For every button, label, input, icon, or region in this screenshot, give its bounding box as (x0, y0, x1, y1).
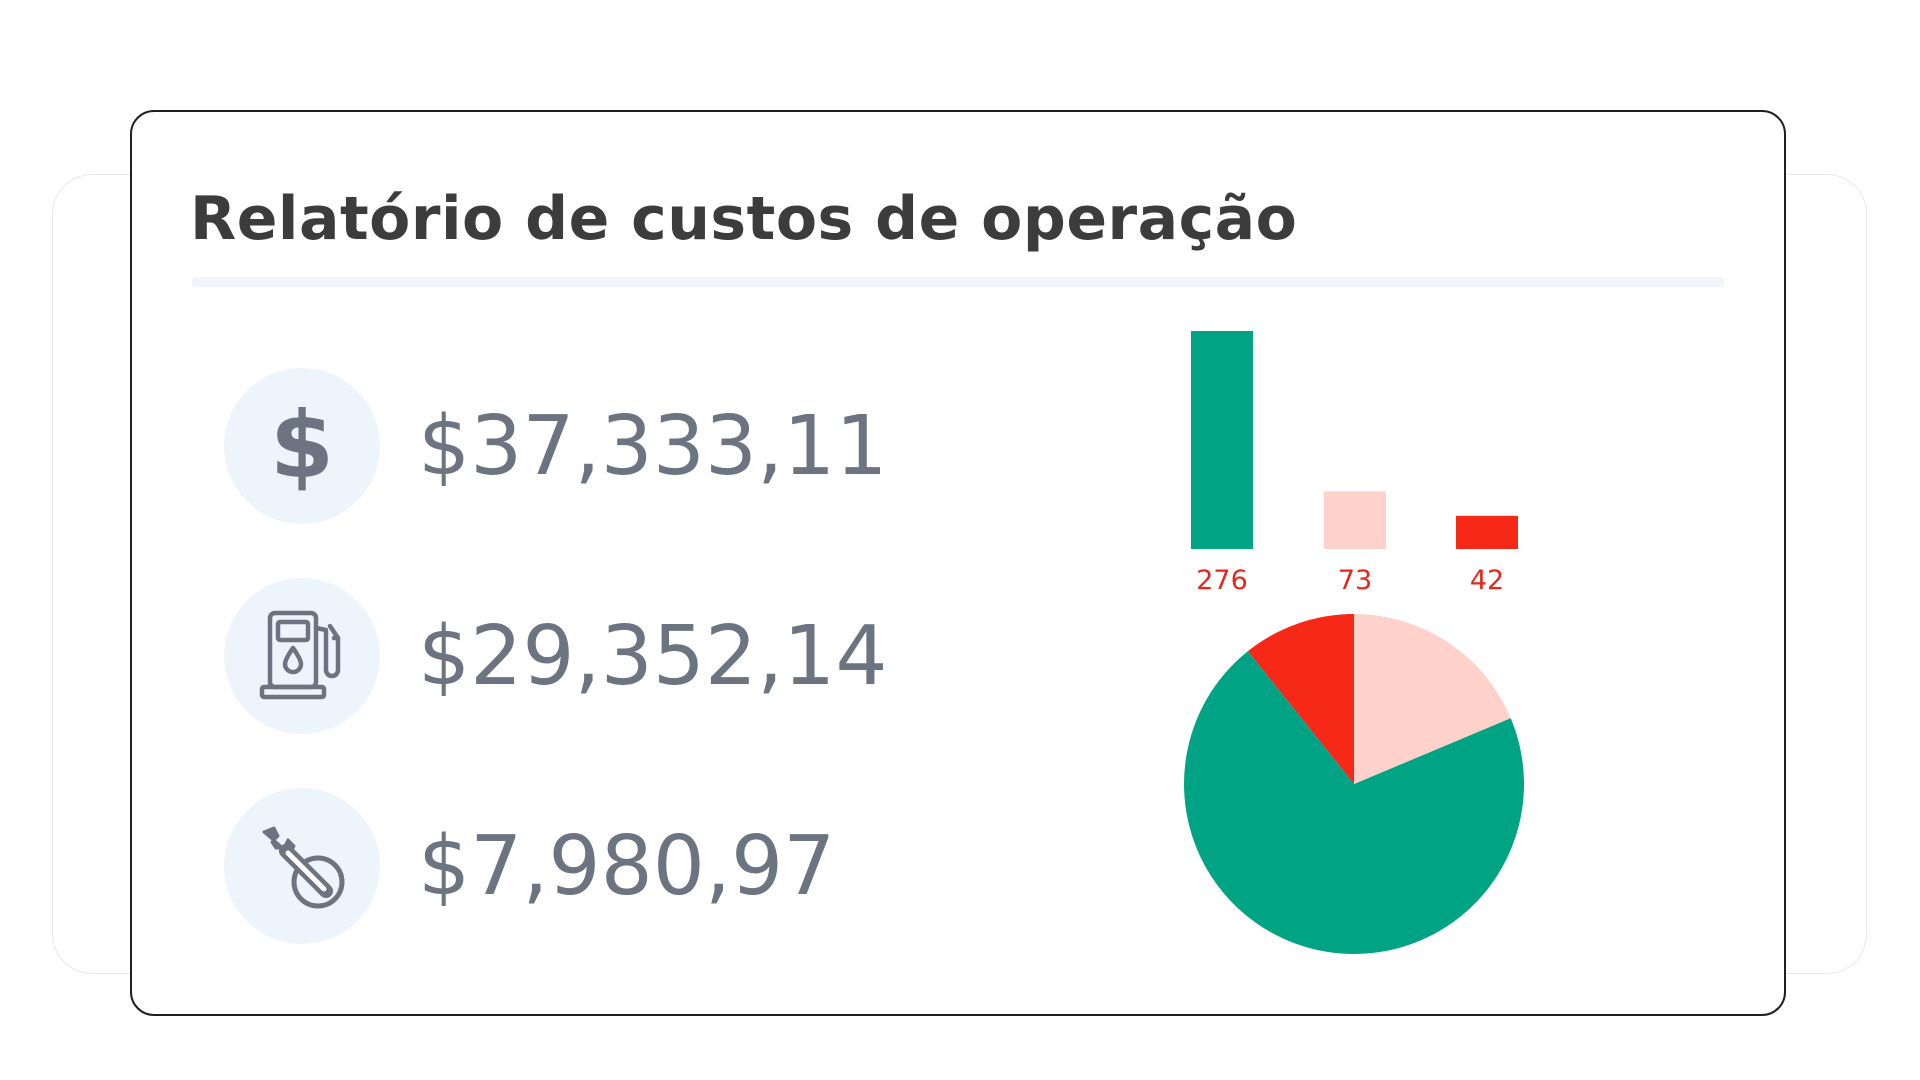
fuel-pump-icon (224, 578, 380, 734)
pie-slice-1 (1184, 651, 1524, 955)
metric-value-fuel: $29,352,14 (418, 608, 888, 704)
bar-2 (1324, 491, 1386, 549)
bar-3 (1456, 515, 1518, 549)
bar-value-label-2: 73 (1338, 565, 1372, 596)
metric-maintenance-cost: $7,980,97 (224, 788, 835, 944)
dollar-icon: $ (224, 368, 380, 524)
bar-value-label-3: 42 (1470, 565, 1504, 596)
cost-charts: 276 73 42 (1184, 330, 1524, 955)
report-card: Relatório de custos de operação $ $37,33… (130, 110, 1786, 1016)
dollar-glyph: $ (269, 392, 334, 499)
metric-value-total: $37,333,11 (418, 398, 888, 494)
bar-1 (1191, 330, 1253, 549)
pie-slice-3 (1247, 614, 1354, 784)
metric-value-maintenance: $7,980,97 (418, 818, 836, 914)
wrench-icon (224, 788, 380, 944)
pie-slice-2 (1354, 614, 1511, 784)
metric-total-cost: $ $37,333,11 (224, 368, 888, 524)
metric-fuel-cost: $29,352,14 (224, 578, 888, 734)
report-title: Relatório de custos de operação (190, 184, 1298, 254)
title-divider (192, 277, 1724, 287)
bar-value-label-1: 276 (1196, 565, 1248, 596)
